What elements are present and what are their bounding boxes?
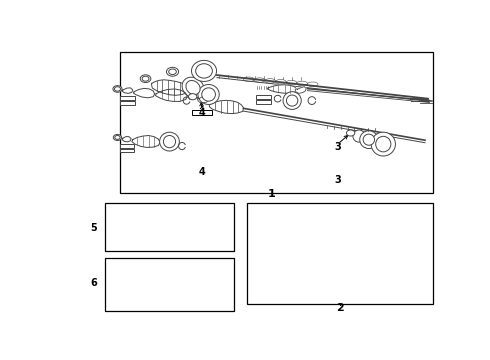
Bar: [120, 102, 135, 105]
Bar: [105, 203, 234, 251]
Ellipse shape: [196, 64, 212, 78]
Polygon shape: [133, 89, 155, 98]
Circle shape: [346, 130, 355, 136]
Circle shape: [140, 75, 151, 82]
Ellipse shape: [163, 135, 175, 148]
Text: 1: 1: [268, 189, 276, 199]
Bar: [120, 144, 134, 148]
Polygon shape: [209, 100, 244, 114]
Polygon shape: [268, 85, 297, 93]
Polygon shape: [295, 87, 306, 93]
Bar: [120, 149, 134, 152]
Ellipse shape: [160, 132, 179, 151]
Ellipse shape: [192, 60, 217, 81]
Bar: [120, 96, 135, 100]
Ellipse shape: [371, 132, 395, 156]
Circle shape: [142, 76, 149, 81]
Bar: [120, 51, 434, 193]
Ellipse shape: [182, 77, 204, 98]
Ellipse shape: [186, 81, 200, 95]
Polygon shape: [155, 89, 187, 102]
Ellipse shape: [198, 85, 219, 104]
Text: 4: 4: [199, 108, 205, 118]
Circle shape: [113, 134, 122, 140]
Circle shape: [167, 67, 178, 76]
Ellipse shape: [353, 130, 365, 142]
Ellipse shape: [363, 134, 374, 145]
Bar: [256, 100, 271, 104]
Text: 3: 3: [334, 142, 341, 152]
Polygon shape: [122, 136, 131, 142]
Text: 3: 3: [334, 175, 341, 185]
Circle shape: [115, 135, 120, 139]
Ellipse shape: [283, 92, 301, 109]
Bar: [105, 258, 234, 311]
Text: 2: 2: [337, 303, 344, 313]
Text: 6: 6: [90, 278, 97, 288]
Polygon shape: [122, 88, 133, 93]
Circle shape: [113, 86, 122, 92]
Ellipse shape: [360, 131, 378, 149]
Circle shape: [169, 69, 176, 75]
Circle shape: [114, 87, 121, 91]
Text: 5: 5: [90, 222, 97, 233]
Bar: [247, 203, 433, 304]
Bar: [256, 95, 271, 99]
Polygon shape: [151, 80, 189, 95]
Bar: [192, 110, 212, 115]
Polygon shape: [197, 96, 210, 103]
Ellipse shape: [202, 88, 216, 101]
Polygon shape: [132, 135, 160, 148]
Circle shape: [189, 94, 197, 100]
Text: 4: 4: [198, 167, 205, 177]
Ellipse shape: [287, 95, 298, 106]
Ellipse shape: [376, 136, 391, 152]
